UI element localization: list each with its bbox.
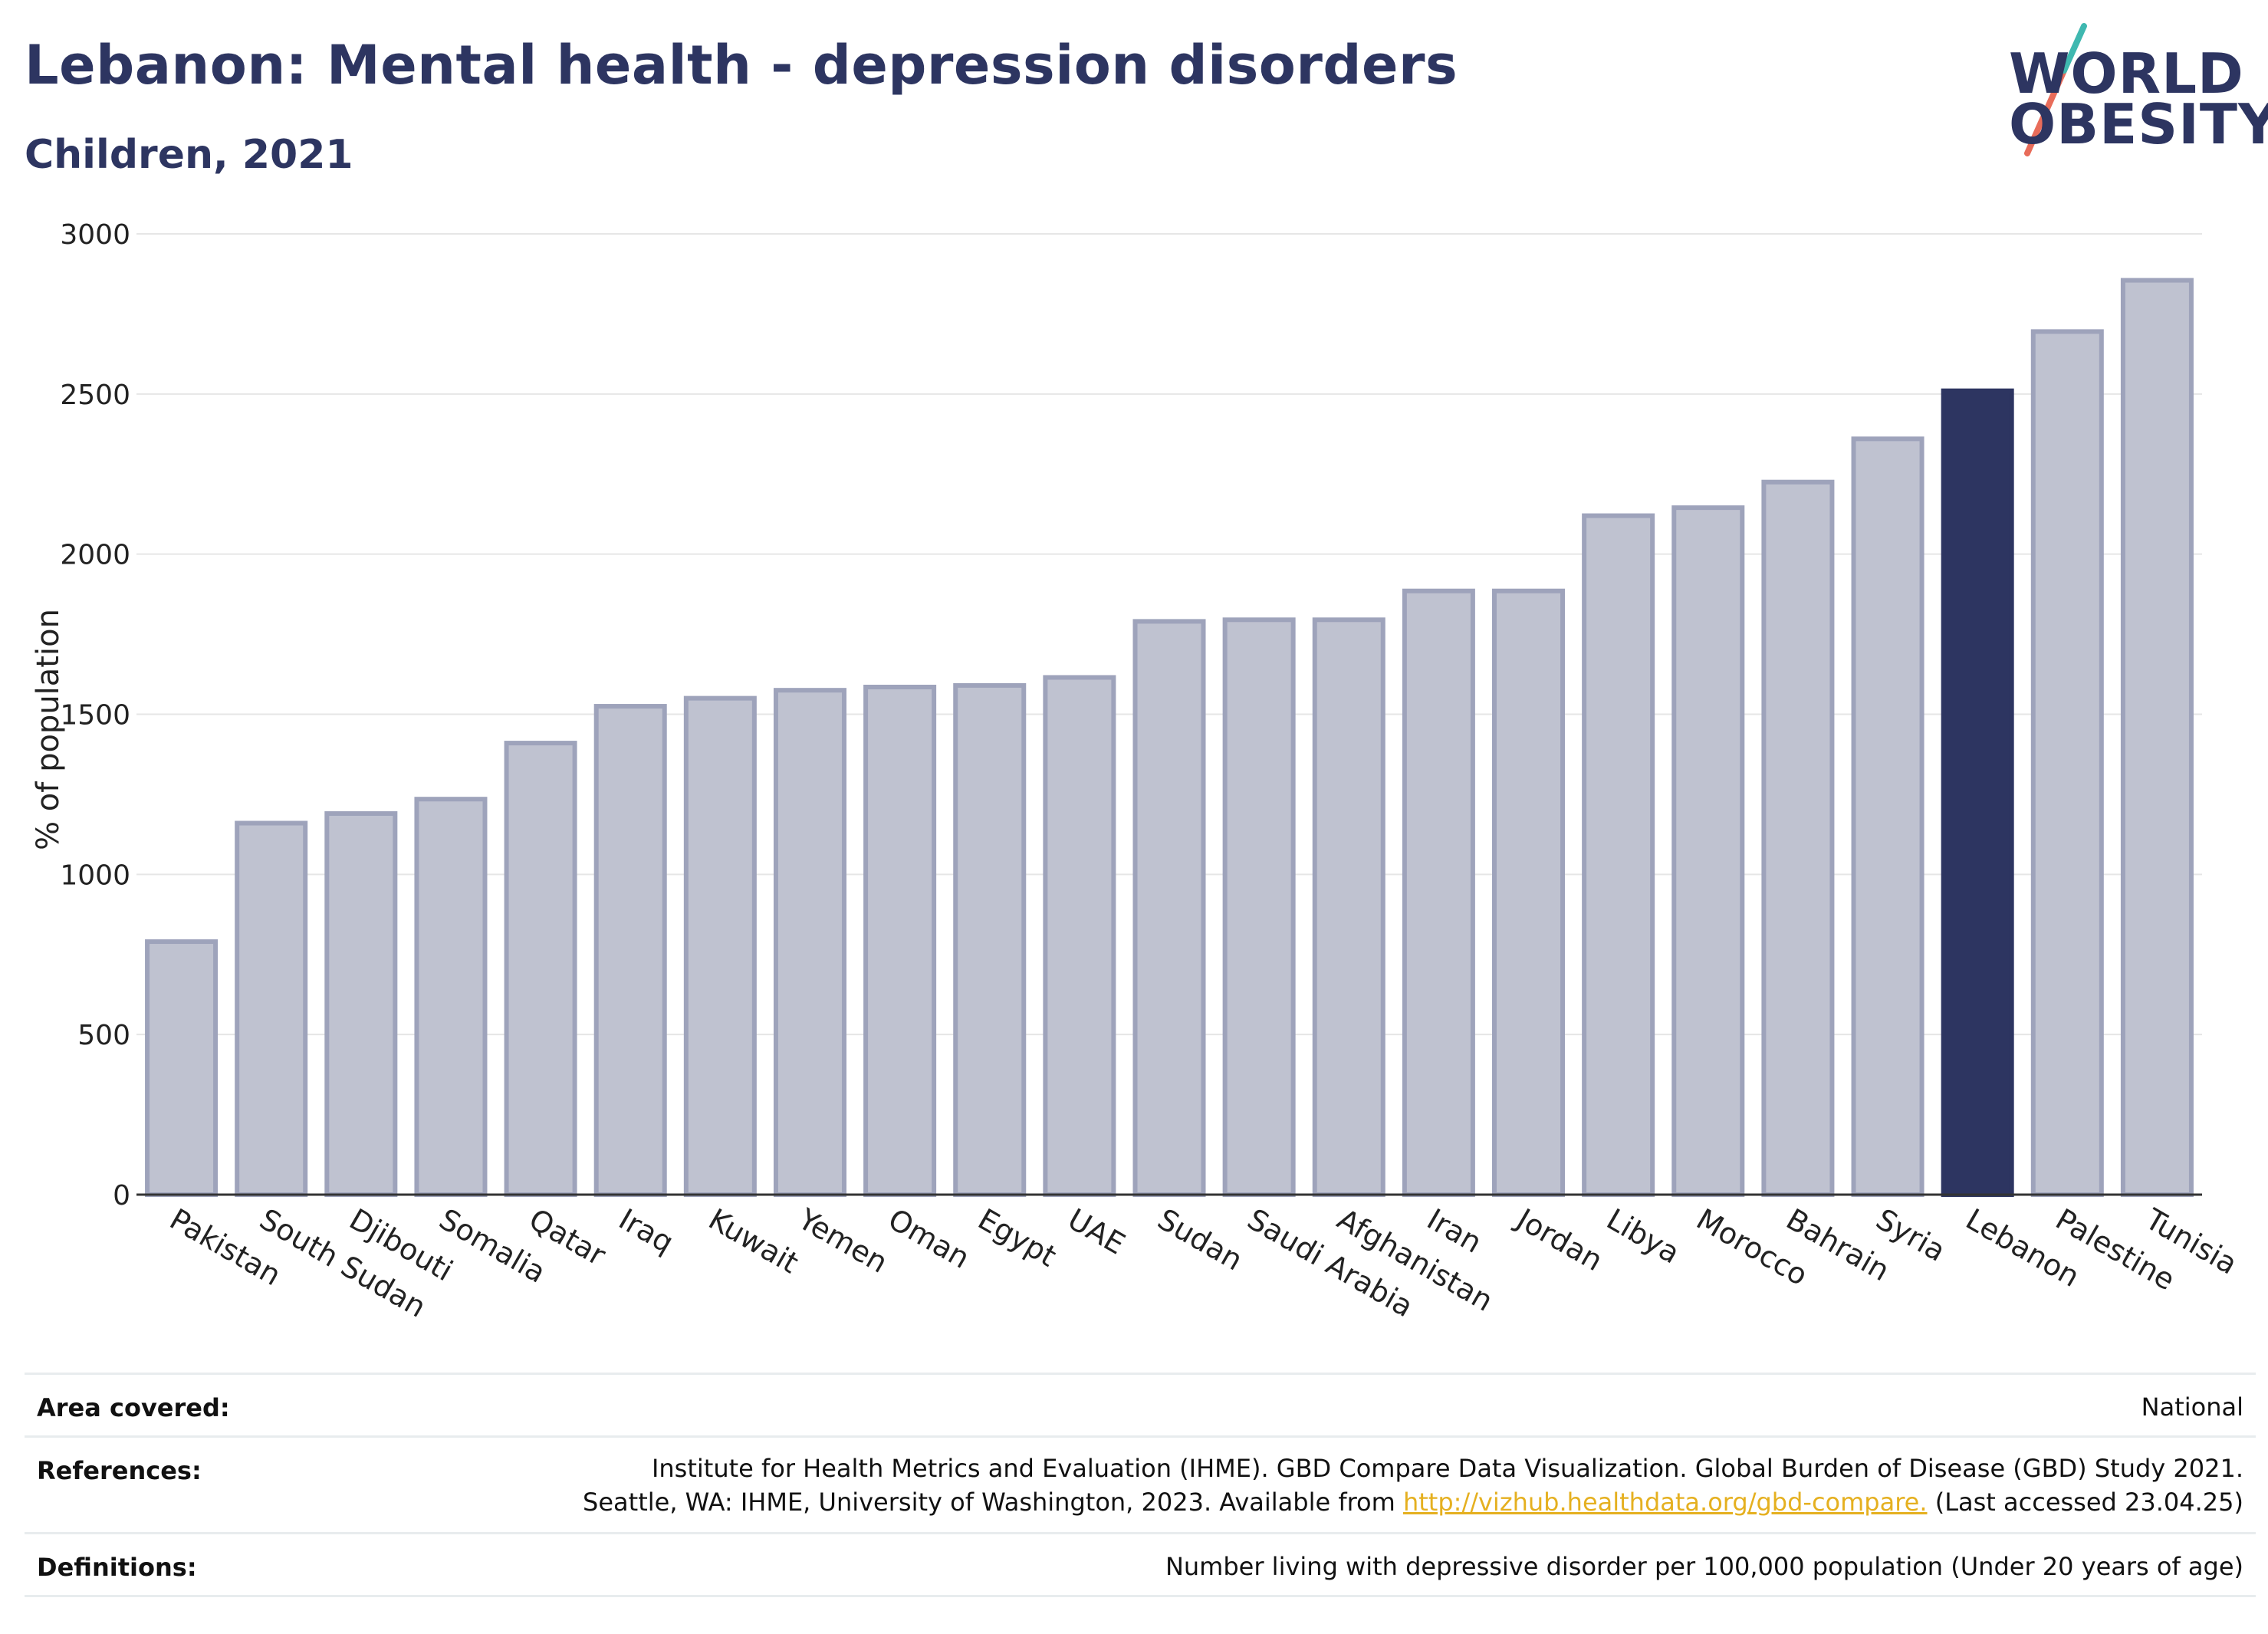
bars: [145, 278, 2194, 1198]
bar-qatar: [504, 741, 577, 1197]
area-covered-label: Area covered:: [37, 1393, 230, 1422]
x-tick-label: Kuwait: [703, 1202, 804, 1281]
area-covered-value: National: [2141, 1392, 2243, 1422]
bar-bahrain: [1761, 479, 1835, 1197]
references-line-2: Seattle, WA: IHME, University of Washing…: [583, 1485, 2243, 1519]
chart-subtitle: Children, 2021: [25, 132, 353, 178]
x-tick-label: Sudan: [1152, 1202, 1249, 1277]
x-tick-label: Yemen: [792, 1202, 893, 1280]
world-obesity-logo: WORLD OBESITY: [1994, 23, 2268, 169]
bar-kuwait: [683, 695, 757, 1197]
x-tick-label: Iraq: [613, 1202, 679, 1260]
bar-iran: [1402, 588, 1475, 1197]
bar-djibouti: [324, 810, 398, 1198]
references-link[interactable]: http://vizhub.healthdata.org/gbd-compare…: [1402, 1488, 1928, 1517]
bar-yemen: [773, 688, 846, 1197]
info-row-references: References: Institute for Health Metrics…: [25, 1435, 2256, 1534]
bar-lebanon: [1941, 388, 2014, 1198]
info-row-area: Area covered: National: [25, 1373, 2256, 1438]
bar-libya: [1582, 513, 1655, 1197]
logo-text-world: WORLD: [2009, 41, 2244, 106]
bar-uae: [1043, 675, 1116, 1197]
references-label: References:: [37, 1456, 202, 1485]
references-line-2-suffix: (Last accessed 23.04.25): [1927, 1488, 2243, 1517]
logo-text-obesity: OBESITY: [2009, 92, 2268, 156]
y-tick-label: 1000: [60, 860, 130, 891]
definitions-value: Number living with depressive disorder p…: [1165, 1552, 2243, 1581]
y-tick-label: 2500: [60, 380, 130, 411]
bar-saudi-arabia: [1222, 617, 1296, 1197]
references-line-2-prefix: Seattle, WA: IHME, University of Washing…: [583, 1488, 1403, 1517]
x-tick-label: Libya: [1601, 1202, 1685, 1271]
info-row-definitions: Definitions: Number living with depressi…: [25, 1532, 2256, 1597]
y-axis-label: % of population: [31, 609, 66, 850]
bar-jordan: [1492, 588, 1566, 1197]
bar-egypt: [953, 682, 1027, 1197]
y-axis-ticks: 0 500 1000 1500 2000 2500 3000: [60, 219, 130, 1212]
info-table-bottom-border: [25, 1595, 2256, 1598]
y-tick-label: 3000: [60, 219, 130, 251]
x-tick-label: Oman: [883, 1202, 975, 1275]
y-tick-label: 500: [77, 1020, 130, 1051]
bar-tunisia: [2120, 278, 2194, 1198]
bar-palestine: [2030, 329, 2104, 1198]
bar-morocco: [1671, 505, 1745, 1197]
bar-iraq: [593, 704, 667, 1197]
references-value: Institute for Health Metrics and Evaluat…: [583, 1452, 2243, 1519]
y-tick-label: 0: [113, 1180, 130, 1212]
x-tick-label: UAE: [1062, 1202, 1130, 1261]
bar-somalia: [414, 797, 488, 1197]
y-tick-label: 1500: [60, 700, 130, 732]
bar-afghanistan: [1312, 617, 1385, 1197]
bar-south-sudan: [235, 820, 308, 1198]
bar-syria: [1851, 436, 1925, 1197]
bar-pakistan: [145, 939, 219, 1197]
x-tick-label: Jordan: [1510, 1202, 1608, 1278]
bar-oman: [863, 684, 937, 1197]
bar-sudan: [1132, 619, 1206, 1197]
y-tick-label: 2000: [60, 540, 130, 571]
definitions-label: Definitions:: [37, 1553, 197, 1582]
references-line-1: Institute for Health Metrics and Evaluat…: [651, 1454, 2243, 1483]
logo-slash-icon: [2024, 23, 2087, 156]
x-tick-label: Egypt: [972, 1202, 1062, 1274]
chart-title: Lebanon: Mental health - depression diso…: [25, 34, 1458, 97]
